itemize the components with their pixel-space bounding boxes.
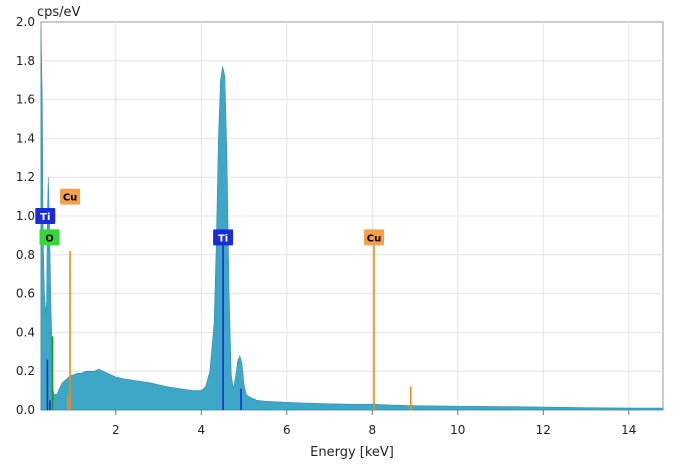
y-tick-label: 0.8 bbox=[16, 248, 35, 262]
x-tick-label: 6 bbox=[283, 423, 291, 437]
y-tick-label: 1.6 bbox=[16, 93, 35, 107]
element-marker-label: Cu bbox=[367, 233, 381, 244]
x-tick-label: 4 bbox=[197, 423, 205, 437]
y-axis-title: cps/eV bbox=[37, 5, 81, 20]
y-tick-label: 0.6 bbox=[16, 287, 35, 301]
y-tick-label: 1.4 bbox=[16, 131, 35, 145]
x-tick-label: 8 bbox=[368, 423, 376, 437]
spectrum-layer bbox=[40, 27, 664, 411]
x-tick-label: 12 bbox=[536, 423, 551, 437]
spectrum-area bbox=[40, 27, 664, 411]
y-tick-label: 1.0 bbox=[16, 209, 35, 223]
element-marker-cu bbox=[60, 188, 81, 205]
y-tick-label: 0.4 bbox=[16, 325, 35, 339]
element-marker-label: Ti bbox=[218, 233, 228, 244]
element-marker-label: Ti bbox=[40, 212, 50, 223]
element-marker-cu bbox=[364, 229, 385, 246]
element-markers-layer: Ti O Cu Ti Cu bbox=[35, 188, 385, 246]
y-tick-label: 2.0 bbox=[16, 15, 35, 29]
x-tick-label: 14 bbox=[621, 423, 636, 437]
x-tick-label: 2 bbox=[112, 423, 120, 437]
y-tick-label: 1.2 bbox=[16, 170, 35, 184]
element-marker-ti bbox=[35, 208, 56, 224]
x-axis-title: Energy [keV] bbox=[310, 445, 394, 460]
y-tick-label: 0.0 bbox=[16, 403, 35, 417]
element-marker-label: Cu bbox=[63, 193, 77, 204]
axes: 0.0 0.2 0.4 0.6 0.8 1.0 1.2 1.4 1.6 1.8 2.0 2 4 6 8 10 1… bbox=[16, 15, 637, 437]
element-marker-label: O bbox=[45, 233, 54, 244]
y-tick-label: 0.2 bbox=[16, 364, 35, 378]
element-lines-layer bbox=[46, 245, 412, 410]
y-tick-label: 1.8 bbox=[16, 54, 35, 68]
x-tick-label: 10 bbox=[450, 423, 465, 437]
element-marker-o bbox=[39, 229, 60, 246]
grid bbox=[40, 21, 664, 411]
element-marker-ti bbox=[213, 229, 234, 246]
